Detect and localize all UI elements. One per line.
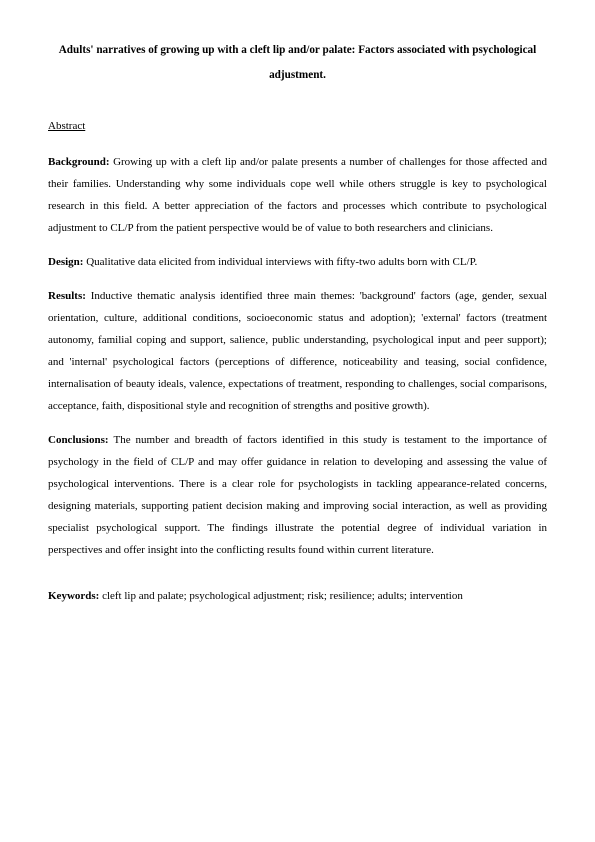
abstract-heading: Abstract	[48, 115, 547, 137]
background-text: Growing up with a cleft lip and/or palat…	[48, 156, 547, 234]
conclusions-section: Conclusions: The number and breadth of f…	[48, 429, 547, 561]
paper-title: Adults' narratives of growing up with a …	[48, 38, 547, 87]
background-section: Background: Growing up with a cleft lip …	[48, 151, 547, 239]
results-label: Results:	[48, 290, 91, 302]
keywords-label: Keywords:	[48, 590, 102, 602]
design-section: Design: Qualitative data elicited from i…	[48, 251, 547, 273]
background-label: Background:	[48, 156, 113, 168]
page-content: Adults' narratives of growing up with a …	[0, 0, 595, 647]
keywords-section: Keywords: cleft lip and palate; psycholo…	[48, 585, 547, 607]
design-text: Qualitative data elicited from individua…	[86, 256, 477, 268]
conclusions-text: The number and breadth of factors identi…	[48, 434, 547, 556]
results-text: Inductive thematic analysis identified t…	[48, 290, 547, 412]
design-label: Design:	[48, 256, 86, 268]
keywords-text: cleft lip and palate; psychological adju…	[102, 590, 463, 602]
conclusions-label: Conclusions:	[48, 434, 113, 446]
results-section: Results: Inductive thematic analysis ide…	[48, 285, 547, 417]
